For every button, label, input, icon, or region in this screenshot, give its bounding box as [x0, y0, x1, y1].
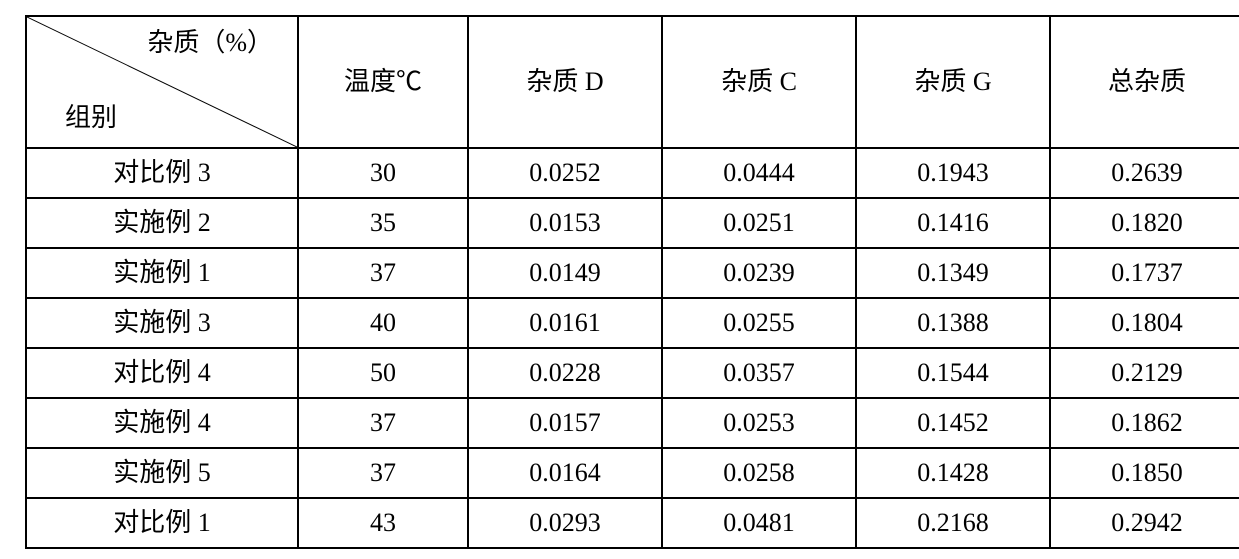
table-row: 实施例 1370.01490.02390.13490.1737: [26, 248, 1239, 298]
cell-value: 0.0444: [662, 148, 856, 198]
col-header-impurity-d: 杂质 D: [468, 16, 662, 148]
cell-value: 0.0258: [662, 448, 856, 498]
table-row: 实施例 2350.01530.02510.14160.1820: [26, 198, 1239, 248]
table-row: 对比例 3300.02520.04440.19430.2639: [26, 148, 1239, 198]
row-label: 实施例 2: [26, 198, 298, 248]
cell-value: 0.1850: [1050, 448, 1239, 498]
table-body: 对比例 3300.02520.04440.19430.2639实施例 2350.…: [26, 148, 1239, 548]
row-label: 对比例 1: [26, 498, 298, 548]
cell-value: 0.0228: [468, 348, 662, 398]
diagonal-header-cell: 杂质（%） 组别: [26, 16, 298, 148]
row-label: 实施例 5: [26, 448, 298, 498]
col-header-temperature: 温度℃: [298, 16, 468, 148]
cell-value: 0.0255: [662, 298, 856, 348]
table-row: 对比例 1430.02930.04810.21680.2942: [26, 498, 1239, 548]
cell-value: 0.0239: [662, 248, 856, 298]
cell-value: 0.0251: [662, 198, 856, 248]
cell-value: 37: [298, 448, 468, 498]
cell-value: 37: [298, 248, 468, 298]
cell-value: 43: [298, 498, 468, 548]
col-header-impurity-c: 杂质 C: [662, 16, 856, 148]
cell-value: 0.0293: [468, 498, 662, 548]
cell-value: 0.1943: [856, 148, 1050, 198]
cell-value: 0.2168: [856, 498, 1050, 548]
cell-value: 0.0153: [468, 198, 662, 248]
cell-value: 30: [298, 148, 468, 198]
cell-value: 0.2942: [1050, 498, 1239, 548]
cell-value: 0.1349: [856, 248, 1050, 298]
cell-value: 0.1388: [856, 298, 1050, 348]
cell-value: 40: [298, 298, 468, 348]
cell-value: 0.0481: [662, 498, 856, 548]
row-label: 实施例 4: [26, 398, 298, 448]
cell-value: 0.0253: [662, 398, 856, 448]
cell-value: 0.1428: [856, 448, 1050, 498]
row-label: 实施例 1: [26, 248, 298, 298]
diag-header-bottom-label: 组别: [65, 104, 117, 133]
cell-value: 0.1820: [1050, 198, 1239, 248]
diag-header-top-label: 杂质（%）: [147, 29, 273, 58]
table-row: 实施例 3400.01610.02550.13880.1804: [26, 298, 1239, 348]
cell-value: 0.1416: [856, 198, 1050, 248]
cell-value: 0.1452: [856, 398, 1050, 448]
col-header-total-impurity: 总杂质: [1050, 16, 1239, 148]
table-row: 实施例 4370.01570.02530.14520.1862: [26, 398, 1239, 448]
cell-value: 0.2639: [1050, 148, 1239, 198]
cell-value: 0.2129: [1050, 348, 1239, 398]
cell-value: 0.1737: [1050, 248, 1239, 298]
table-header-row: 杂质（%） 组别 温度℃ 杂质 D 杂质 C 杂质 G 总杂质: [26, 16, 1239, 148]
row-label: 对比例 4: [26, 348, 298, 398]
cell-value: 35: [298, 198, 468, 248]
row-label: 实施例 3: [26, 298, 298, 348]
cell-value: 50: [298, 348, 468, 398]
impurity-table: 杂质（%） 组别 温度℃ 杂质 D 杂质 C 杂质 G 总杂质 对比例 3300…: [25, 15, 1239, 549]
row-label: 对比例 3: [26, 148, 298, 198]
cell-value: 37: [298, 398, 468, 448]
cell-value: 0.0149: [468, 248, 662, 298]
cell-value: 0.1804: [1050, 298, 1239, 348]
cell-value: 0.0161: [468, 298, 662, 348]
cell-value: 0.1544: [856, 348, 1050, 398]
cell-value: 0.0357: [662, 348, 856, 398]
cell-value: 0.0164: [468, 448, 662, 498]
table-row: 实施例 5370.01640.02580.14280.1850: [26, 448, 1239, 498]
col-header-impurity-g: 杂质 G: [856, 16, 1050, 148]
table-row: 对比例 4500.02280.03570.15440.2129: [26, 348, 1239, 398]
cell-value: 0.1862: [1050, 398, 1239, 448]
cell-value: 0.0252: [468, 148, 662, 198]
cell-value: 0.0157: [468, 398, 662, 448]
